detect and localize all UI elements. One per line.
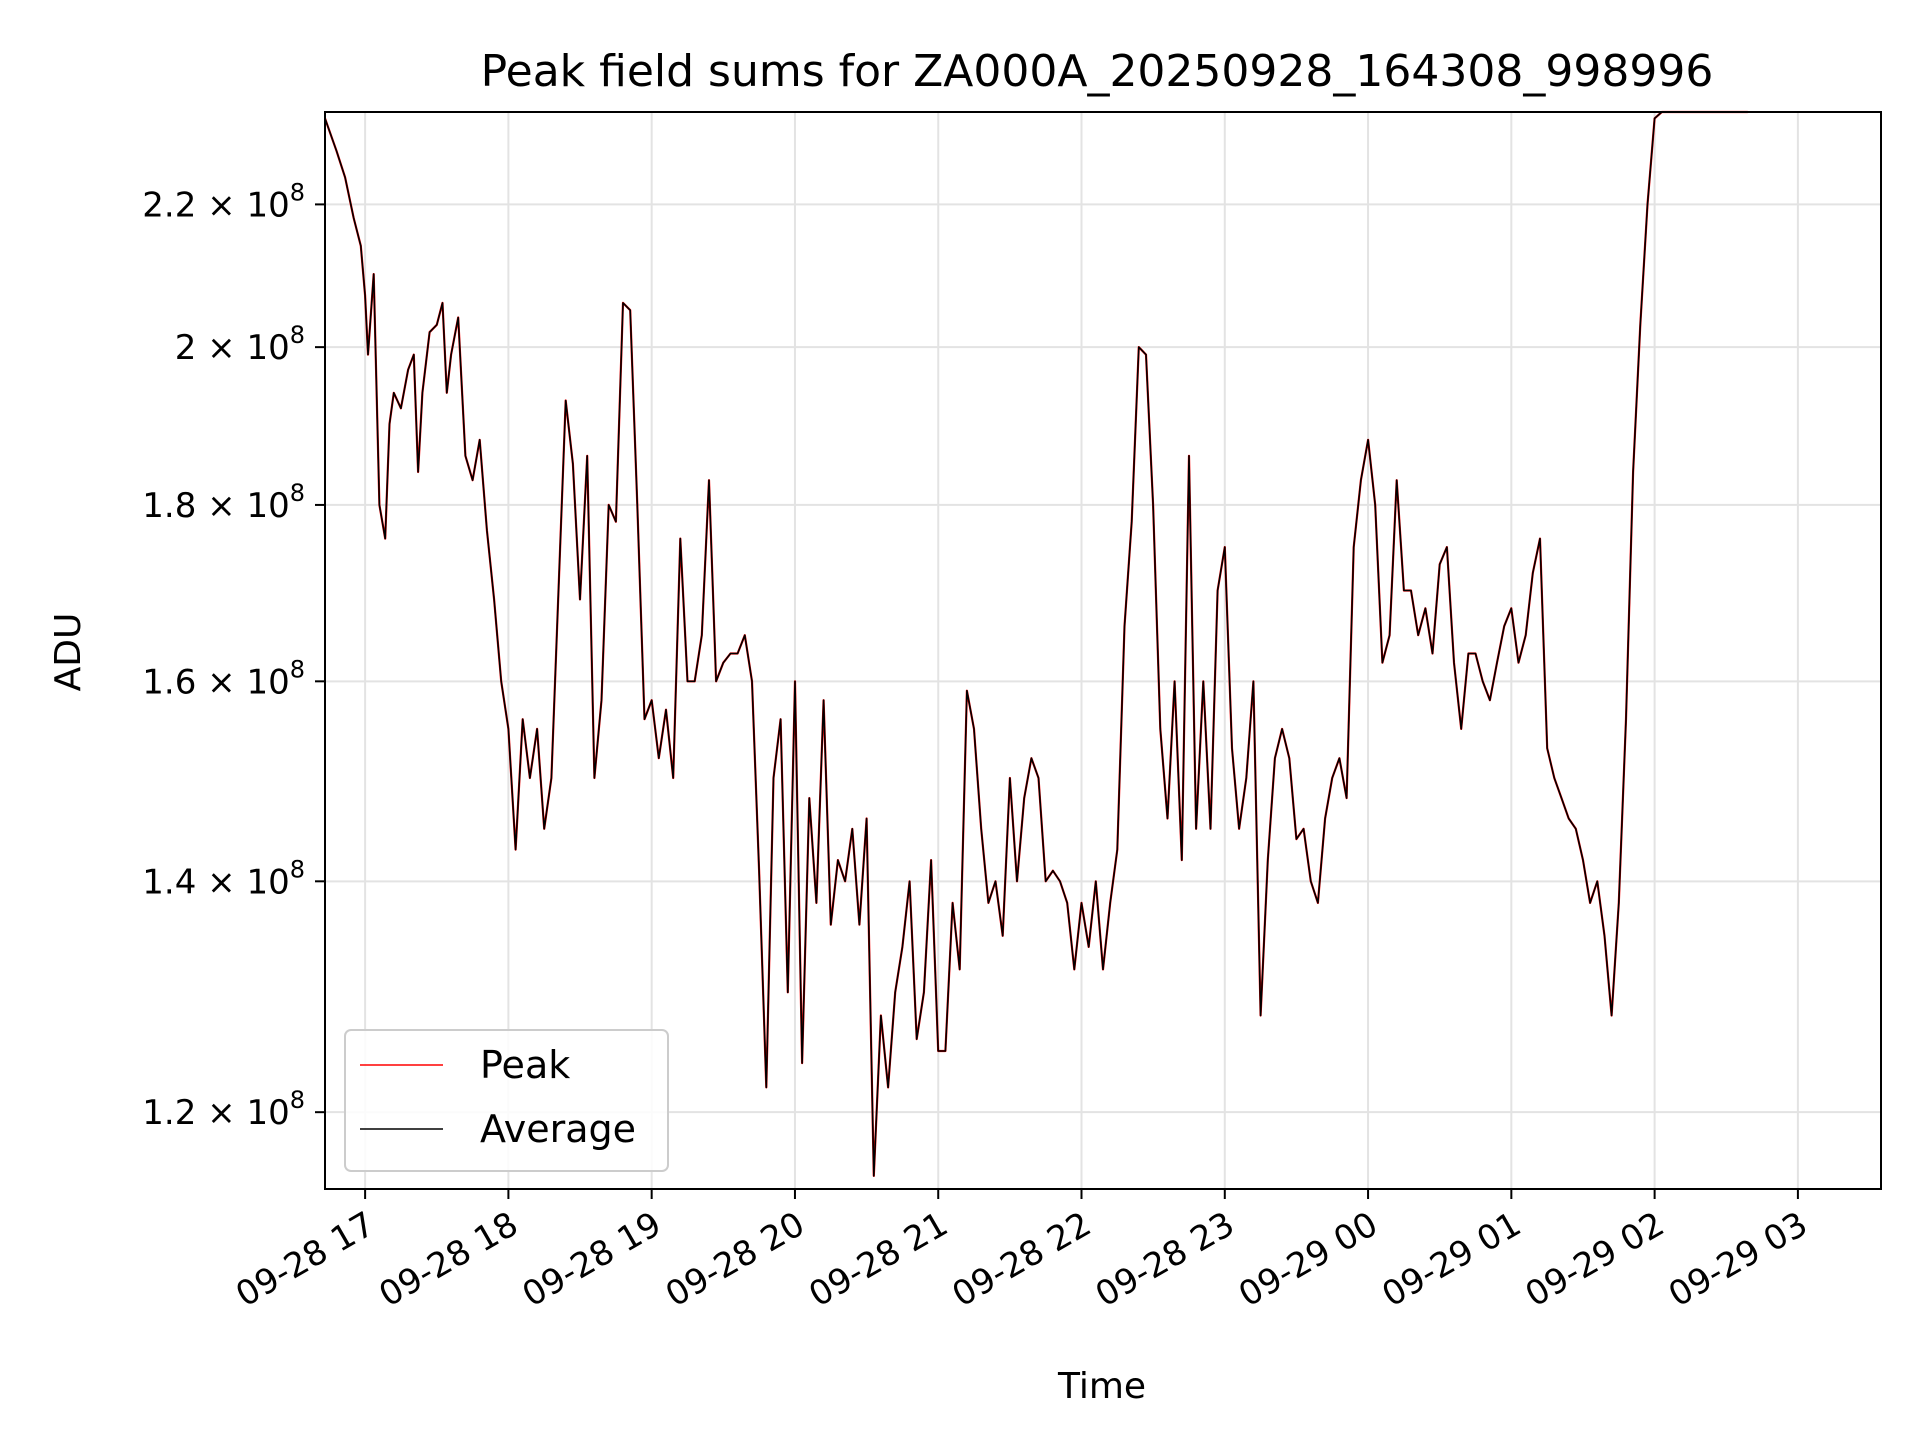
y-tick-label: 2.2 × 108 (142, 178, 305, 225)
y-axis: 1.2 × 108 1.4 × 108 1.6 × 108 1.8 × 108 2 × … (142, 178, 325, 1133)
chart-title: Peak field sums for ZA000A_20250928_1643… (481, 46, 1714, 97)
legend-peak-label: Peak (480, 1043, 570, 1087)
plot-frame (324, 111, 1882, 1190)
legend: Peak Average (344, 1029, 669, 1172)
y-tick-label: 1.2 × 108 (142, 1086, 305, 1133)
series-layer (323, 110, 1748, 1178)
y-tick-label: 1.6 × 108 (142, 655, 305, 702)
y-tick-label: 1.8 × 108 (142, 479, 305, 526)
y-axis-label: ADU (48, 613, 89, 692)
y-tick-label: 2 × 108 (175, 321, 305, 368)
y-tick-label: 1.4 × 108 (142, 855, 305, 902)
legend-average-label: Average (480, 1107, 636, 1151)
x-axis-label: Time (1057, 1366, 1146, 1407)
grid (325, 112, 1881, 1189)
series-line-average (324, 111, 1748, 1177)
